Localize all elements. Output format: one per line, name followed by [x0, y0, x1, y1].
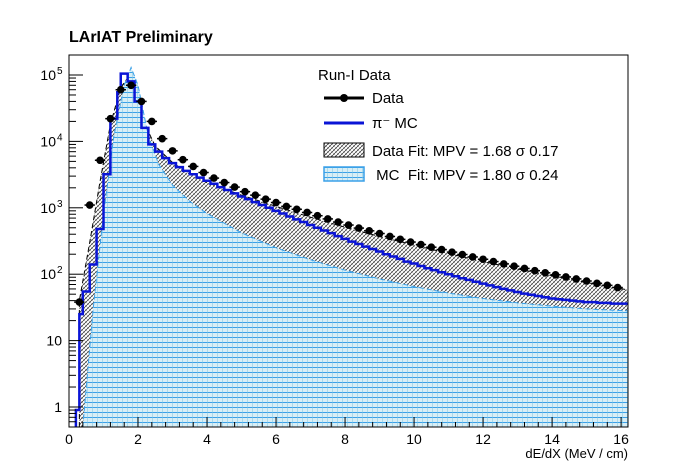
y-tick-label: 1	[54, 399, 62, 415]
data-point	[591, 279, 603, 288]
legend: Run-I Data Data π⁻ MC Data Fit: MPV = 1.…	[318, 67, 558, 184]
y-tick-exponent: 3	[57, 199, 63, 210]
x-tick-label: 12	[475, 431, 491, 447]
data-point	[488, 257, 499, 266]
data-point	[260, 195, 271, 203]
data-point	[332, 218, 344, 226]
data-point	[281, 202, 292, 211]
legend-header: Run-I Data	[318, 67, 391, 84]
chart-title: LArIAT Preliminary	[69, 29, 213, 46]
data-point	[395, 235, 406, 244]
mc-histogram-line	[74, 72, 628, 427]
data-point	[550, 270, 561, 279]
data-point	[508, 262, 520, 270]
data-point	[322, 215, 333, 223]
data-point	[612, 283, 623, 292]
data-point	[270, 198, 282, 207]
data-point	[198, 168, 209, 177]
y-tick-exponent: 5	[57, 66, 63, 77]
data-point	[208, 174, 220, 182]
x-tick-label: 0	[65, 431, 73, 447]
data-point	[529, 266, 541, 275]
y-tick-exponent: 4	[57, 132, 63, 143]
legend-label-data: Data	[372, 90, 404, 107]
legend-label-mc-fit: MC Fit: MPV = 1.80 σ 0.24	[372, 167, 558, 184]
y-tick-label: 10	[40, 266, 56, 282]
x-tick-label: 14	[544, 431, 560, 447]
y-tick-label: 10	[40, 200, 56, 216]
data-point	[136, 97, 147, 106]
data-point	[156, 134, 168, 143]
data-point	[457, 250, 468, 259]
legend-marker-data-fit	[323, 142, 365, 158]
data-point	[84, 201, 95, 209]
data-point	[467, 253, 478, 261]
y-tick-exponent: 2	[57, 265, 63, 276]
data-point	[519, 264, 530, 273]
x-tick-label: 10	[406, 431, 422, 447]
data-point	[560, 273, 572, 281]
data-point	[343, 221, 354, 229]
x-tick-label: 4	[203, 431, 211, 447]
x-tick-label: 16	[613, 431, 629, 447]
data-point	[115, 85, 126, 94]
legend-marker-data	[324, 94, 364, 102]
data-point	[291, 205, 302, 214]
data-point	[446, 248, 458, 256]
data-point	[94, 156, 106, 165]
y-tick-label: 10	[46, 333, 62, 349]
data-point	[167, 147, 178, 155]
data-point	[105, 114, 116, 123]
data-point	[540, 268, 551, 277]
legend-label-data-fit: Data Fit: MPV = 1.68 σ 0.17	[372, 143, 558, 160]
x-tick-label: 8	[341, 431, 349, 447]
data-point	[374, 229, 385, 238]
data-point	[571, 275, 582, 283]
mc-fit-band	[82, 66, 629, 428]
data-point	[405, 238, 416, 246]
legend-label-mc: π⁻ MC	[372, 115, 418, 132]
y-tick-label: 10	[40, 133, 56, 149]
data-point	[581, 277, 592, 285]
data-point	[436, 245, 447, 254]
data-point	[415, 240, 427, 249]
data-point	[229, 183, 240, 191]
x-tick-label: 6	[272, 431, 280, 447]
data-point	[426, 243, 437, 252]
plot-frame	[68, 54, 629, 428]
data-point	[364, 227, 375, 235]
data-point	[188, 162, 199, 171]
data-point	[219, 178, 230, 187]
data-point	[146, 117, 157, 126]
data-point	[498, 260, 509, 268]
data-point	[477, 255, 489, 264]
x-axis-title: dE/dX (MeV / cm)	[525, 446, 628, 461]
data-point	[125, 81, 137, 90]
data-point	[250, 191, 261, 199]
data-point	[301, 208, 313, 217]
data-point	[74, 298, 85, 306]
legend-marker-mc-fit	[323, 166, 365, 182]
data-point	[384, 232, 396, 241]
y-tick-label: 10	[40, 67, 56, 83]
data-point	[312, 211, 323, 220]
data-point	[239, 187, 251, 196]
data-point	[177, 155, 189, 164]
x-tick-label: 2	[134, 431, 142, 447]
data-point	[353, 224, 365, 232]
data-point	[602, 281, 613, 290]
